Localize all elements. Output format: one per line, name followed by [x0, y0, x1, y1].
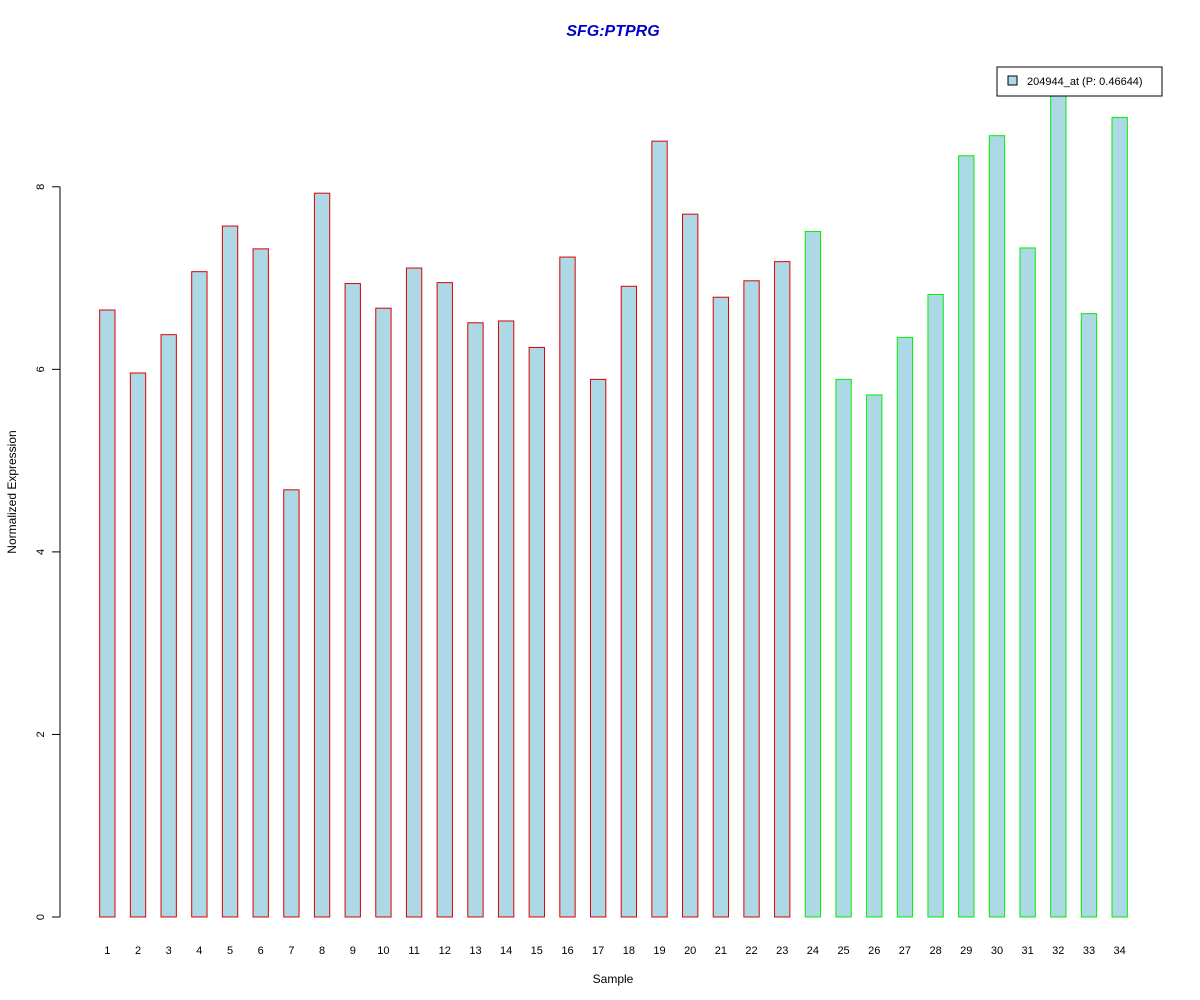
- chart-title: SFG:PTPRG: [566, 23, 659, 40]
- bar-sample-23: [774, 261, 791, 918]
- bar-sample-34: [1111, 116, 1128, 918]
- bar-sample-28: [927, 293, 944, 918]
- bar-sample-5: [221, 225, 239, 918]
- x-tick-label: 10: [377, 945, 389, 957]
- bar-sample-22: [743, 280, 760, 918]
- bar-sample-17: [589, 378, 607, 918]
- x-tick-label: 28: [929, 945, 941, 957]
- bar-sample-4: [191, 271, 208, 918]
- x-tick-label: 22: [745, 945, 757, 957]
- x-tick-label: 6: [258, 945, 264, 957]
- bar-sample-8: [313, 192, 331, 918]
- x-tick-label: 7: [288, 945, 294, 957]
- x-tick-label: 13: [469, 945, 481, 957]
- bar-sample-20: [682, 213, 699, 918]
- bar-sample-2: [129, 372, 147, 918]
- x-tick-label: 21: [715, 945, 727, 957]
- x-tick-label: 9: [350, 945, 356, 957]
- x-tick-label: 20: [684, 945, 696, 957]
- bar-sample-16: [559, 256, 576, 918]
- bar-sample-33: [1080, 313, 1098, 918]
- x-tick-label: 24: [807, 945, 819, 957]
- x-tick-label: 1: [104, 945, 110, 957]
- x-tick-label: 19: [653, 945, 665, 957]
- bar-sample-30: [988, 135, 1006, 918]
- x-tick-label: 18: [623, 945, 635, 957]
- bar-sample-3: [160, 334, 177, 918]
- bar-sample-14: [497, 320, 515, 918]
- bar-sample-31: [1019, 247, 1036, 918]
- bar-sample-27: [896, 336, 914, 918]
- x-tick-label: 33: [1083, 945, 1095, 957]
- bar-sample-6: [252, 248, 269, 918]
- bar-sample-13: [467, 322, 484, 918]
- y-tick-label: 2: [35, 731, 47, 737]
- x-tick-label: 27: [899, 945, 911, 957]
- x-tick-label: 15: [531, 945, 543, 957]
- bar-sample-18: [620, 285, 638, 918]
- y-tick-label: 6: [35, 366, 47, 372]
- bar-sample-24: [804, 231, 822, 918]
- legend-swatch: [1007, 75, 1018, 86]
- bar-sample-11: [405, 267, 423, 918]
- bar-sample-25: [835, 378, 852, 918]
- x-tick-label: 12: [439, 945, 451, 957]
- y-axis: 0 2 4 6 8: [35, 184, 61, 920]
- legend-label: 204944_at (P: 0.46644): [1027, 76, 1143, 88]
- x-axis-label: Sample: [593, 972, 634, 986]
- x-tick-label: 2: [135, 945, 141, 957]
- x-tick-label: 32: [1052, 945, 1064, 957]
- x-tick-label: 31: [1022, 945, 1034, 957]
- bar-sample-12: [436, 282, 453, 918]
- x-tick-label: 11: [408, 945, 419, 957]
- x-tick-label: 16: [561, 945, 573, 957]
- x-tick-label: 26: [868, 945, 880, 957]
- x-axis: 1 2 3 4 5 6 7 8 9 10 11 12 13 14 15 16 17 18 19 20 21 22 23 24 2…: [104, 945, 1126, 957]
- x-tick-label: 4: [196, 945, 202, 957]
- x-tick-label: 14: [500, 945, 512, 957]
- y-tick-label: 8: [35, 184, 47, 190]
- bar-sample-9: [344, 283, 361, 918]
- bar-sample-15: [528, 346, 545, 918]
- bar-sample-1: [99, 309, 116, 918]
- y-tick-label: 0: [35, 914, 47, 920]
- legend: 204944_at (P: 0.46644): [996, 66, 1163, 97]
- x-tick-label: 29: [960, 945, 972, 957]
- x-tick-label: 34: [1114, 945, 1126, 957]
- bar-sample-26: [866, 394, 883, 918]
- bar-sample-7: [283, 489, 300, 918]
- x-tick-label: 3: [166, 945, 172, 957]
- x-tick-label: 17: [592, 945, 604, 957]
- x-tick-label: 25: [837, 945, 849, 957]
- x-tick-label: 30: [991, 945, 1003, 957]
- legend-box: [996, 66, 1163, 97]
- bar-sample-29: [958, 155, 975, 918]
- x-tick-label: 5: [227, 945, 233, 957]
- bar-sample-32: [1050, 67, 1067, 918]
- y-tick-label: 4: [35, 549, 47, 555]
- x-tick-label: 23: [776, 945, 788, 957]
- x-tick-label: 8: [319, 945, 325, 957]
- bar-sample-10: [375, 307, 392, 918]
- bar-sample-19: [651, 140, 668, 918]
- bar-sample-21: [712, 296, 730, 918]
- y-axis-label: Normalized Expression: [5, 430, 19, 553]
- bar-series: [99, 67, 1128, 918]
